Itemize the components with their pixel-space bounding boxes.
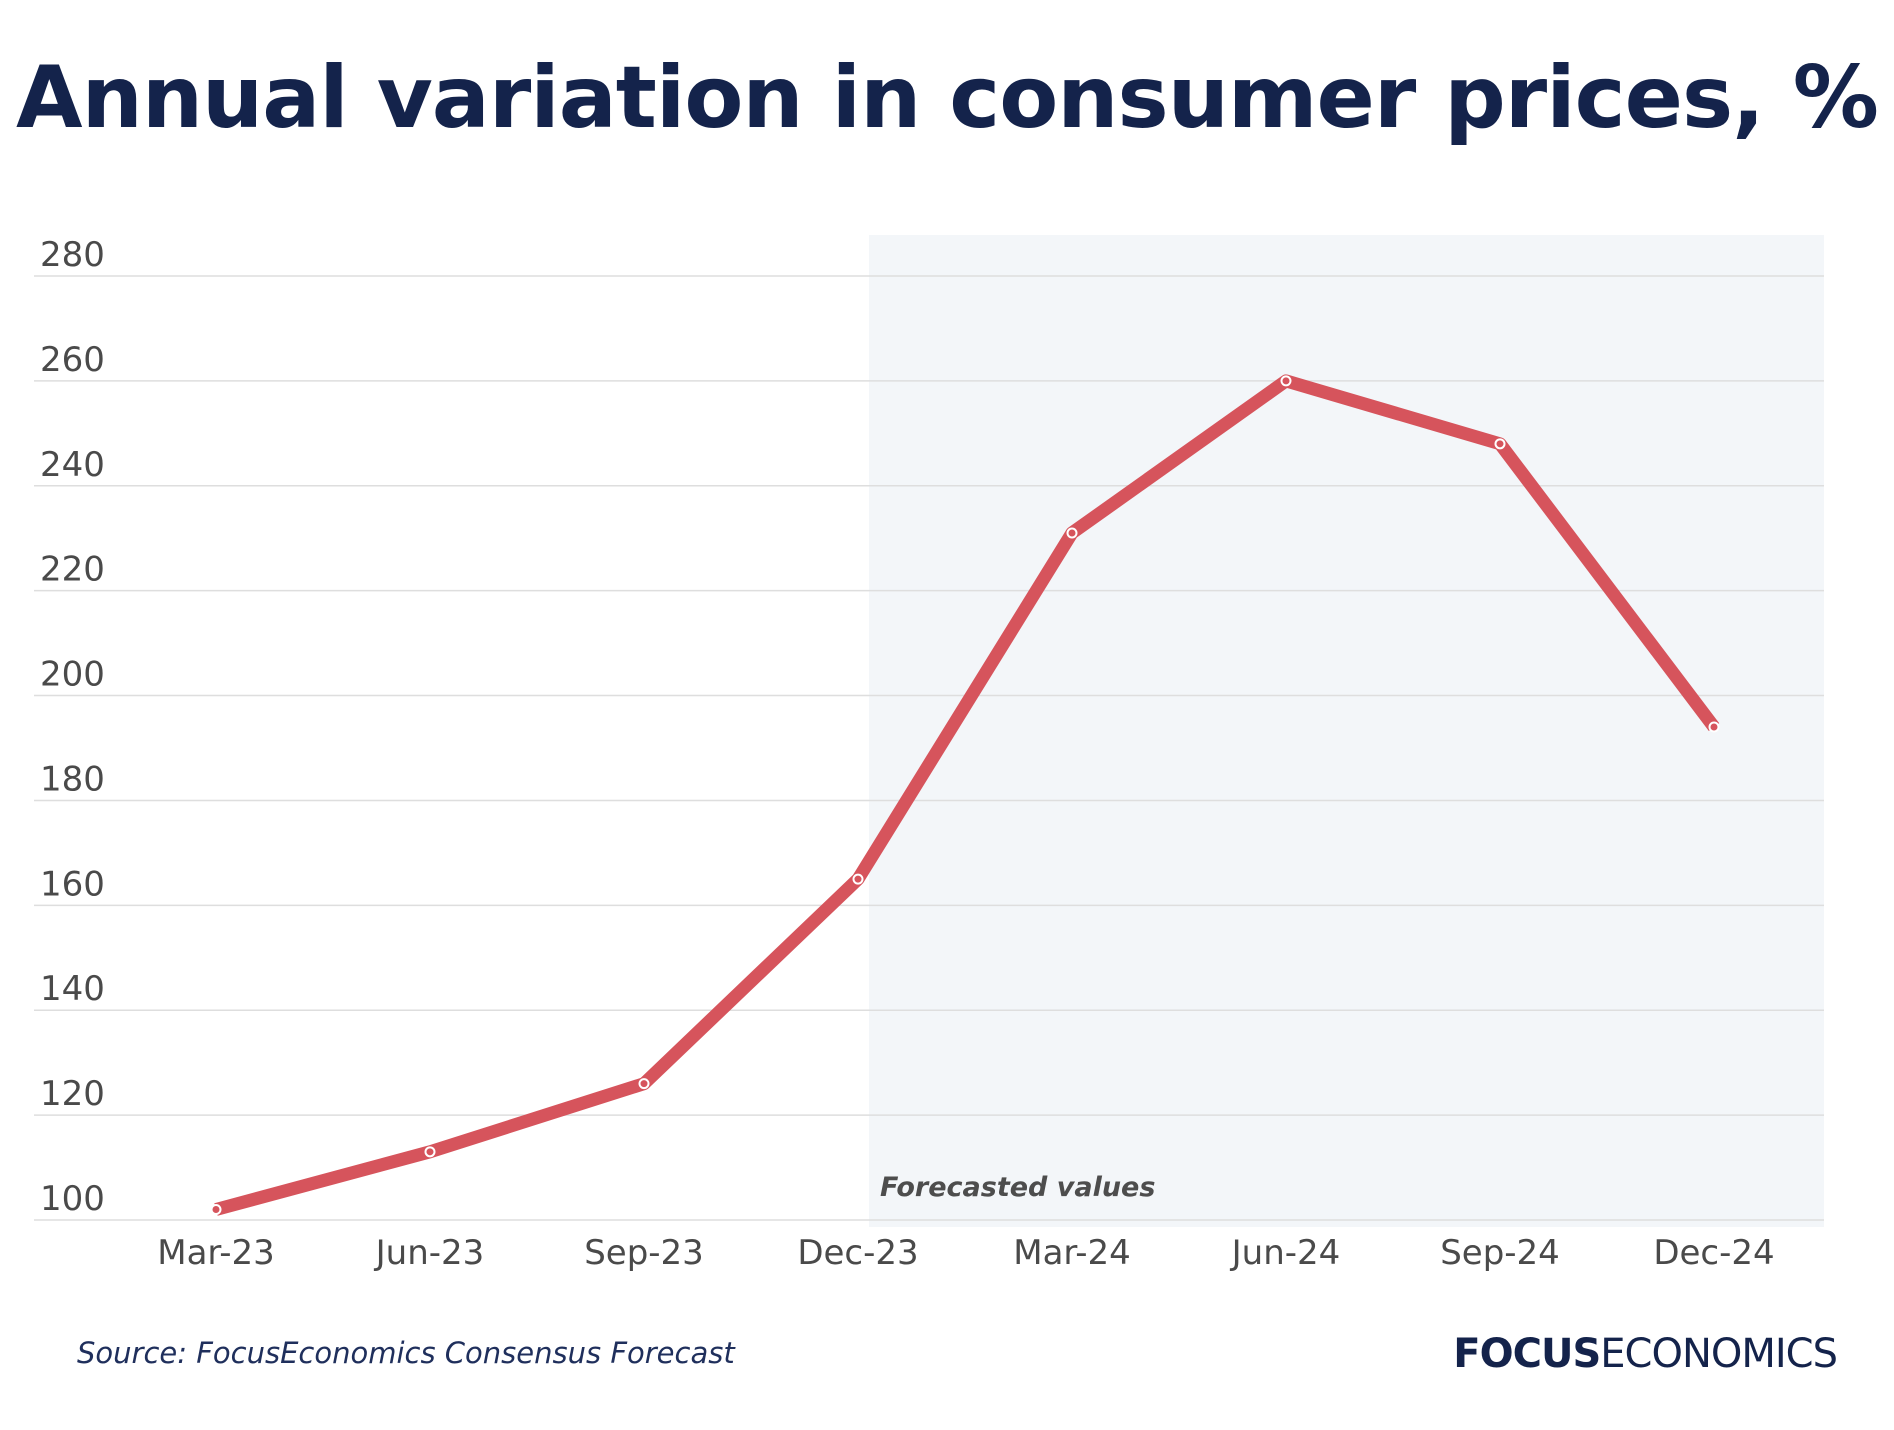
x-tick-label: Sep-24 [1440, 1233, 1560, 1273]
x-tick-label: Mar-24 [1013, 1233, 1131, 1273]
y-tick-label: 120 [40, 1074, 105, 1114]
forecast-label: Forecasted values [880, 1172, 1155, 1203]
data-point [852, 873, 864, 885]
y-tick-label: 100 [40, 1179, 105, 1219]
y-tick-label: 140 [40, 969, 105, 1009]
x-tick-label: Mar-23 [157, 1233, 275, 1273]
y-tick-label: 280 [40, 235, 105, 275]
data-point [1280, 375, 1292, 387]
y-tick-label: 180 [40, 759, 105, 799]
data-point [424, 1146, 436, 1158]
logo-light-text: ECONOMICS [1600, 1331, 1838, 1377]
x-tick-label: Dec-23 [797, 1233, 918, 1273]
data-point [638, 1078, 650, 1090]
y-tick-label: 200 [40, 655, 105, 695]
focuseconomics-logo: FOCUSECONOMICS [1453, 1331, 1838, 1377]
logo-bold-text: FOCUS [1453, 1331, 1601, 1377]
data-point [1494, 438, 1506, 450]
x-tick-label: Sep-23 [584, 1233, 704, 1273]
y-tick-label: 260 [40, 340, 105, 380]
data-point [1708, 721, 1720, 733]
y-tick-label: 160 [40, 864, 105, 904]
chart-title: Annual variation in consumer prices, % [16, 48, 1879, 148]
x-tick-label: Jun-24 [1230, 1233, 1341, 1273]
forecast-region [869, 235, 1824, 1227]
data-point [1066, 527, 1078, 539]
y-tick-label: 240 [40, 445, 105, 485]
source-note: Source: FocusEconomics Consensus Forecas… [77, 1336, 735, 1370]
y-tick-label: 220 [40, 550, 105, 590]
data-point [210, 1204, 222, 1216]
series-line [214, 374, 1720, 1216]
x-tick-label: Jun-23 [374, 1233, 485, 1273]
x-tick-label: Dec-24 [1653, 1233, 1774, 1273]
